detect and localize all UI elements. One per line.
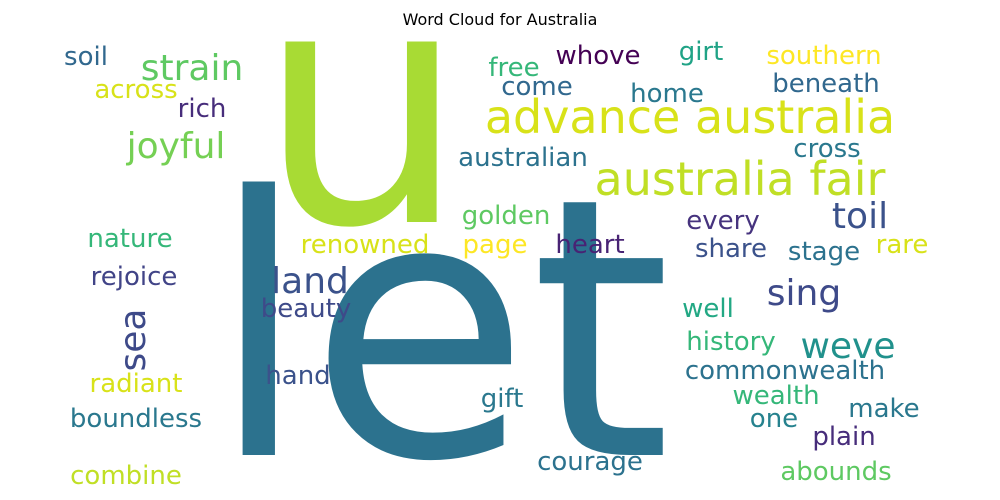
word-weve: weve bbox=[800, 326, 895, 367]
word-home: home bbox=[630, 79, 704, 109]
word-sea: sea bbox=[113, 309, 154, 372]
chart-title: Word Cloud for Australia bbox=[402, 10, 598, 29]
word-history: history bbox=[686, 327, 775, 357]
word-joyful: joyful bbox=[126, 126, 226, 167]
word-make: make bbox=[848, 394, 919, 424]
word-girt: girt bbox=[679, 37, 724, 67]
word-well: well bbox=[682, 294, 734, 324]
word-advance-australia: advance australia bbox=[485, 90, 895, 144]
word-boundless: boundless bbox=[70, 404, 202, 434]
word-one: one bbox=[750, 404, 798, 434]
word-every: every bbox=[686, 206, 759, 236]
word-strain: strain bbox=[141, 48, 244, 89]
word-combine: combine bbox=[70, 461, 182, 491]
word-page: page bbox=[463, 230, 528, 260]
word-courage: courage bbox=[537, 447, 643, 477]
word-cross: cross bbox=[793, 134, 860, 164]
word-golden: golden bbox=[462, 201, 551, 231]
word-let: let bbox=[209, 121, 672, 500]
word-stage: stage bbox=[788, 237, 860, 267]
word-hand: hand bbox=[265, 361, 330, 391]
word-abounds: abounds bbox=[780, 457, 891, 487]
word-share: share bbox=[695, 234, 767, 264]
word-southern: southern bbox=[766, 41, 881, 71]
word-sing: sing bbox=[767, 273, 841, 314]
word-gift: gift bbox=[481, 384, 524, 414]
word-renowned: renowned bbox=[301, 230, 430, 260]
word-rich: rich bbox=[178, 94, 227, 124]
word-commonwealth: commonwealth bbox=[685, 356, 885, 386]
word-free: free bbox=[488, 53, 539, 83]
word-australia-fair: australia fair bbox=[595, 152, 886, 206]
word-across: across bbox=[94, 75, 177, 105]
word-heart: heart bbox=[555, 230, 624, 260]
word-rare: rare bbox=[876, 230, 929, 260]
word-rejoice: rejoice bbox=[91, 262, 178, 292]
word-whove: whove bbox=[555, 41, 640, 71]
word-radiant: radiant bbox=[90, 369, 183, 399]
word-come: come bbox=[501, 72, 573, 102]
word-australian: australian bbox=[458, 143, 588, 173]
word-beneath: beneath bbox=[772, 69, 880, 99]
word-nature: nature bbox=[87, 224, 172, 254]
word-toil: toil bbox=[832, 196, 888, 237]
word-u: u bbox=[257, 0, 466, 300]
word-soil: soil bbox=[64, 42, 108, 72]
word-plain: plain bbox=[812, 422, 875, 452]
word-land: land bbox=[271, 261, 349, 302]
word-wealth: wealth bbox=[732, 381, 819, 411]
word-beauty: beauty bbox=[261, 294, 352, 324]
